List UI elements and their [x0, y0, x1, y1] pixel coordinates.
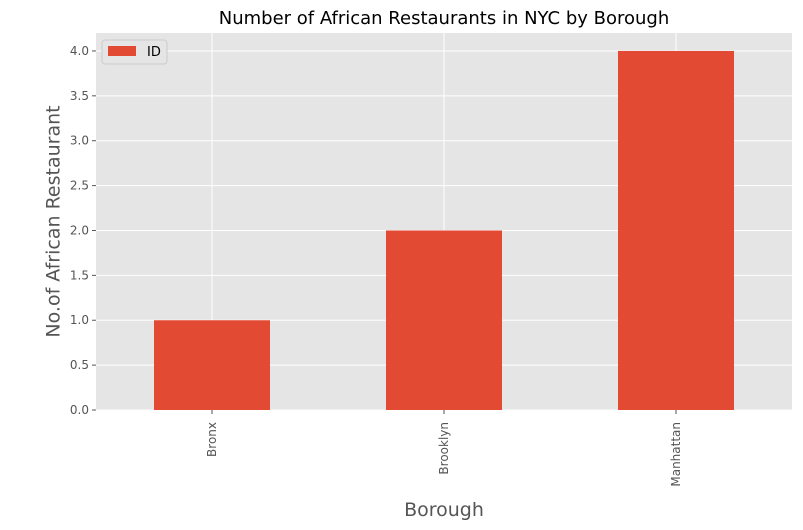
bar-manhattan: [618, 50, 734, 410]
y-axis-ticks: 0.0 0.5 1.0 1.5 2.0 2.5 3.0 3.5 4.0: [70, 44, 96, 417]
bar-brooklyn: [386, 230, 502, 410]
chart-title: Number of African Restaurants in NYC by …: [219, 8, 670, 29]
legend-swatch: [108, 46, 136, 56]
bars: [154, 50, 734, 410]
y-tick-label: 0.5: [70, 358, 89, 372]
y-tick-label: 3.5: [70, 89, 89, 103]
x-axis-title: Borough: [404, 499, 484, 521]
y-tick-label: 2.0: [70, 223, 89, 237]
x-axis-ticks: Bronx Brooklyn Manhattan: [205, 410, 683, 487]
y-tick-label: 3.0: [70, 134, 89, 148]
legend-label: ID: [147, 45, 161, 60]
y-tick-label: 4.0: [70, 44, 89, 58]
y-tick-label: 1.0: [70, 313, 89, 327]
y-axis-title: No.of African Restaurant: [43, 105, 65, 337]
bar-bronx: [154, 320, 270, 410]
y-tick-label: 2.5: [70, 179, 89, 193]
x-tick-label: Bronx: [205, 422, 219, 457]
y-tick-label: 0.0: [70, 403, 89, 417]
x-tick-label: Manhattan: [669, 422, 683, 487]
x-tick-label: Brooklyn: [437, 422, 451, 475]
legend: ID: [101, 39, 168, 65]
y-tick-label: 1.5: [70, 268, 89, 282]
